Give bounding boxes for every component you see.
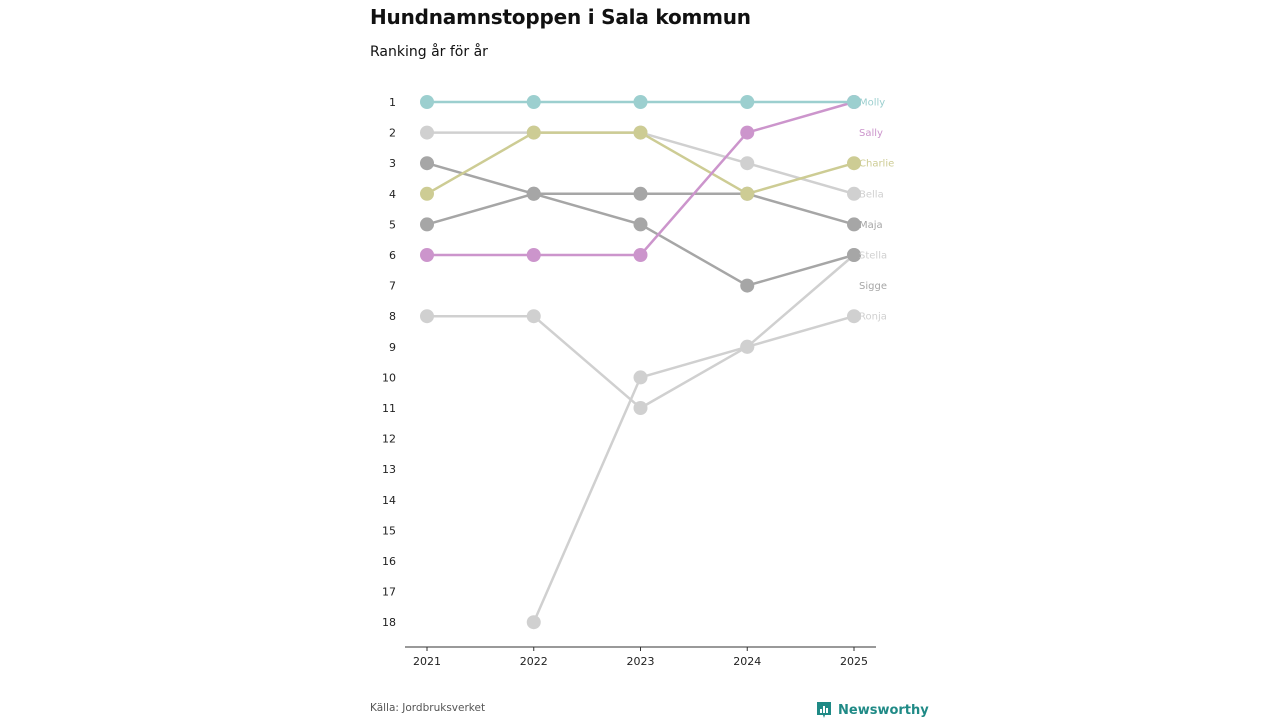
point-ronja (633, 370, 648, 385)
y-tick-label: 16 (382, 555, 396, 568)
series-line-bella (427, 131, 855, 196)
point-sally (740, 125, 755, 140)
series-line-stella (427, 254, 855, 410)
point-charlie (420, 186, 434, 201)
y-tick-label: 3 (389, 157, 396, 170)
end-label-bella: Bella (859, 189, 884, 200)
y-tick-label: 17 (382, 586, 396, 599)
point-sigge (847, 248, 861, 262)
chart-subtitle: Ranking år för år (370, 44, 488, 60)
point-maja (420, 217, 434, 232)
end-label-stella: Stella (859, 251, 887, 262)
end-label-molly: Molly (859, 98, 885, 109)
y-tick-label: 6 (389, 249, 396, 262)
x-tick-label: 2021 (413, 655, 441, 668)
end-label-maja: Maja (859, 220, 883, 231)
y-tick-label: 5 (389, 218, 396, 231)
point-maja (847, 217, 861, 232)
point-sigge (740, 278, 755, 293)
end-label-charlie: Charlie (859, 159, 894, 170)
y-tick-label: 10 (382, 371, 396, 384)
y-tick-label: 18 (382, 616, 396, 629)
point-maja (633, 186, 648, 201)
x-tick-label: 2024 (733, 655, 761, 668)
point-sally (633, 248, 648, 262)
y-tick-label: 12 (382, 433, 396, 446)
y-tick-label: 9 (389, 341, 396, 354)
end-label-sally: Sally (859, 128, 883, 139)
newsworthy-icon (817, 702, 831, 718)
point-bella (847, 186, 861, 201)
point-stella (420, 309, 434, 324)
y-tick-label: 15 (382, 524, 396, 537)
point-molly (420, 95, 434, 109)
y-tick-label: 7 (389, 280, 396, 293)
point-sally (526, 248, 541, 262)
y-tick-label: 2 (389, 127, 396, 140)
end-label-sigge: Sigge (859, 281, 887, 292)
point-molly (633, 95, 648, 109)
point-ronja (526, 615, 541, 630)
source-note: Källa: Jordbruksverket (370, 702, 486, 714)
y-tick-label: 14 (382, 494, 396, 507)
brand-name: Newsworthy (838, 702, 929, 718)
point-sigge (420, 156, 434, 171)
point-charlie (740, 186, 755, 201)
point-bella (740, 156, 755, 171)
x-tick-label: 2023 (627, 655, 655, 668)
end-label-ronja: Ronja (859, 312, 887, 323)
end-labels: Molly Sally Charlie Bella Maja Stella Sigge Ron… (859, 98, 894, 323)
y-tick-label: 1 (389, 96, 396, 109)
y-tick-label: 11 (382, 402, 396, 415)
x-tick-label: 2025 (840, 655, 868, 668)
point-ronja (847, 309, 861, 324)
point-maja (526, 186, 541, 201)
chart-title: Hundnamnstoppen i Sala kommun (370, 5, 751, 29)
y-tick-label: 8 (389, 310, 396, 323)
y-tick-label: 13 (382, 463, 396, 476)
x-tick-label: 2022 (520, 655, 548, 668)
point-molly (740, 95, 755, 109)
point-molly (847, 95, 861, 109)
point-sigge (633, 217, 648, 232)
series-lines (426, 100, 855, 623)
point-molly (526, 95, 541, 109)
point-sally (420, 248, 434, 262)
point-stella (740, 339, 755, 354)
series-line-ronja (532, 314, 855, 623)
point-charlie (847, 156, 861, 171)
point-bella (420, 125, 434, 140)
point-stella (526, 309, 541, 324)
brand-logo[interactable]: Newsworthy (816, 700, 929, 720)
point-charlie (633, 125, 648, 140)
series-line-charlie (426, 131, 855, 196)
x-axis: 2021 2022 2023 2024 2025 (405, 646, 876, 668)
series-points (420, 95, 861, 630)
point-stella (633, 401, 648, 415)
series-line-sally (427, 100, 855, 257)
y-tick-label: 4 (389, 188, 396, 201)
point-charlie (526, 125, 541, 140)
